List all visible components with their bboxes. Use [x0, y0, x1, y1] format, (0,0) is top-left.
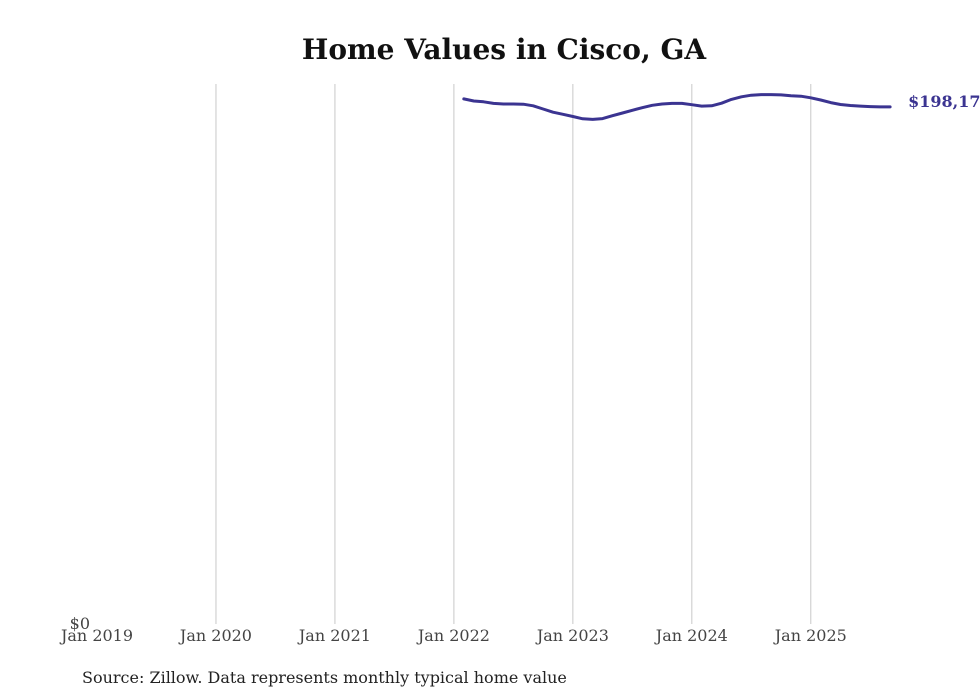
x-tick-label: Jan 2021: [297, 626, 371, 645]
x-tick-label: Jan 2025: [773, 626, 847, 645]
x-tick-label: Jan 2019: [59, 626, 133, 645]
y-tick-label: $0: [70, 614, 90, 633]
x-tick-label: Jan 2023: [535, 626, 609, 645]
x-tick-label: Jan 2024: [654, 626, 728, 645]
gridlines: [215, 84, 812, 624]
x-axis-ticks: Jan 2019 Jan 2020 Jan 2021 Jan 2022 Jan 2023…: [59, 626, 847, 645]
y-axis-ticks: $0: [70, 614, 90, 633]
latest-value-label: $198,179: [908, 92, 980, 111]
home-value-line: [462, 93, 892, 121]
chart-title: Home Values in Cisco, GA: [302, 33, 707, 66]
x-tick-label: Jan 2020: [178, 626, 252, 645]
source-note: Source: Zillow. Data represents monthly …: [82, 668, 567, 687]
x-tick-label: Jan 2022: [416, 626, 490, 645]
